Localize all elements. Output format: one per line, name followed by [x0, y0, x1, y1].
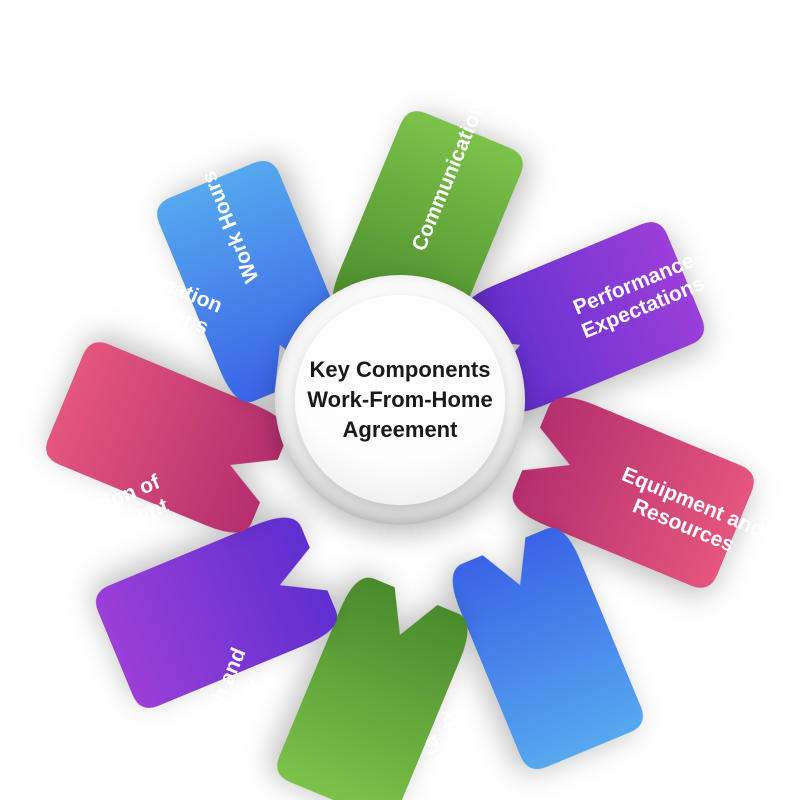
hub-title-line: Key Components	[310, 357, 491, 382]
arrow-label-line: Security	[433, 705, 488, 791]
hub-title: Key Components Work-From-Home Agreement	[299, 355, 500, 444]
hub-title-line: Agreement	[343, 417, 458, 442]
hub-title-line: Work-From-Home	[307, 387, 492, 412]
hub-inner-circle: Key Components Work-From-Home Agreement	[295, 295, 505, 505]
radial-infographic: Key Components Work-From-Home Agreement …	[0, 0, 800, 800]
